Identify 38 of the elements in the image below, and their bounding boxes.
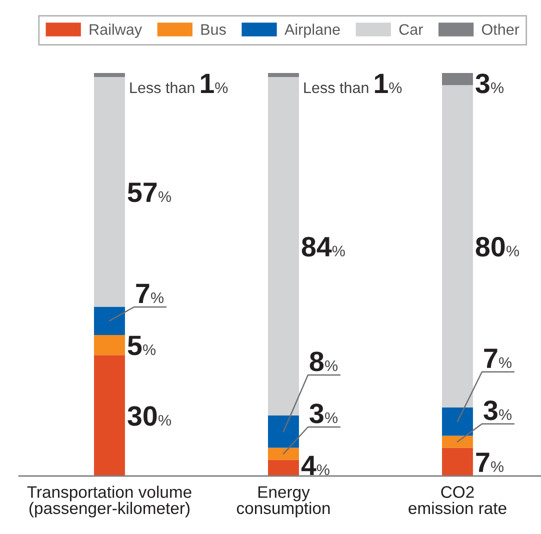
bar [442, 448, 473, 476]
data-label: 84% [302, 236, 345, 257]
bar [94, 306, 125, 335]
bar [442, 85, 473, 408]
annotation: Less than 1% [304, 74, 402, 94]
annotation: Less than 1% [130, 74, 228, 94]
data-label: 3% [310, 404, 338, 424]
legend-label: Airplane [284, 24, 340, 38]
data-label: 80% [476, 236, 520, 257]
data-label: 5% [128, 336, 156, 356]
bar [442, 73, 473, 86]
bar [442, 407, 473, 436]
x-tick-label: CO2 emission rate [408, 486, 506, 514]
legend-label: Railway [90, 24, 142, 38]
bar [94, 355, 125, 476]
data-label: 4% [301, 456, 330, 476]
bar [94, 77, 125, 307]
bar [268, 416, 299, 448]
data-label: 3% [476, 74, 504, 94]
data-label: 57% [128, 182, 172, 202]
legend-label: Bus [201, 24, 226, 35]
bar [94, 73, 125, 78]
x-tick-label: Transportation volume (passenger-kilometer) [27, 486, 192, 518]
data-label: 7% [476, 452, 504, 472]
bar [268, 73, 299, 78]
bar [442, 436, 473, 448]
bar [268, 77, 299, 416]
data-label: 3% [484, 400, 512, 420]
legend-label: Other [482, 24, 520, 35]
data-label: 8% [310, 352, 338, 372]
data-label: 7% [484, 348, 512, 368]
bar [268, 448, 299, 460]
data-label: 7% [136, 284, 164, 304]
legend-label: Car [399, 24, 423, 35]
bar [268, 460, 299, 476]
data-label: 30% [128, 406, 172, 426]
x-tick-label: Energy consumption [236, 486, 330, 518]
bar [94, 334, 125, 356]
